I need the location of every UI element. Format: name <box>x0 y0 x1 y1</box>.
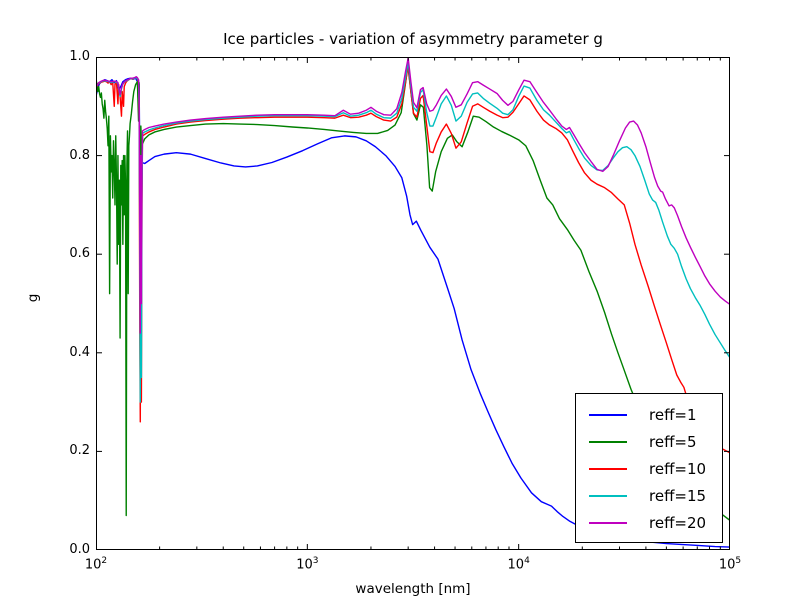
legend-label: reff=15 <box>649 486 707 505</box>
legend-line-sample <box>589 440 627 443</box>
series-line-reff-5 <box>96 64 730 522</box>
legend-item-reff-1: reff=1 <box>576 401 722 428</box>
y-tick-label: 0.0 <box>69 542 90 557</box>
y-axis-label: g <box>25 293 41 303</box>
plot-canvas <box>96 57 730 550</box>
x-tick-label: 104 <box>507 556 530 573</box>
legend-item-reff-10: reff=10 <box>576 455 722 482</box>
y-tick-label: 0.2 <box>69 443 90 459</box>
y-tick-label: 0.8 <box>69 147 90 163</box>
plot-area: reff=1 reff=5 reff=10 reff=15 reff=20 <box>96 57 730 550</box>
y-tick-label: 0.6 <box>69 246 90 262</box>
x-tick-label: 102 <box>84 556 108 573</box>
legend-label: reff=1 <box>649 405 697 424</box>
y-tick-label: 1.0 <box>69 49 90 64</box>
x-axis-label: wavelength [nm] <box>355 581 471 597</box>
legend-line-sample <box>589 521 627 524</box>
series-line-reff-20 <box>96 57 730 334</box>
legend-item-reff-15: reff=15 <box>576 482 722 509</box>
x-tick-label: 103 <box>296 556 319 573</box>
series-line-reff-1 <box>96 77 730 548</box>
legend-label: reff=10 <box>649 459 707 478</box>
x-tick-label: 105 <box>718 556 742 573</box>
series-line-reff-10 <box>96 64 730 454</box>
legend-label: reff=5 <box>649 432 697 451</box>
legend-line-sample <box>589 413 627 416</box>
legend-item-reff-5: reff=5 <box>576 428 722 455</box>
legend: reff=1 reff=5 reff=10 reff=15 reff=20 <box>575 393 723 543</box>
legend-line-sample <box>589 494 627 497</box>
legend-label: reff=20 <box>649 513 707 532</box>
axes-spines <box>96 57 730 550</box>
y-tick-label: 0.4 <box>69 344 90 360</box>
legend-item-reff-20: reff=20 <box>576 509 722 536</box>
legend-line-sample <box>589 467 627 470</box>
chart-title: Ice particles - variation of asymmetry p… <box>223 30 603 48</box>
